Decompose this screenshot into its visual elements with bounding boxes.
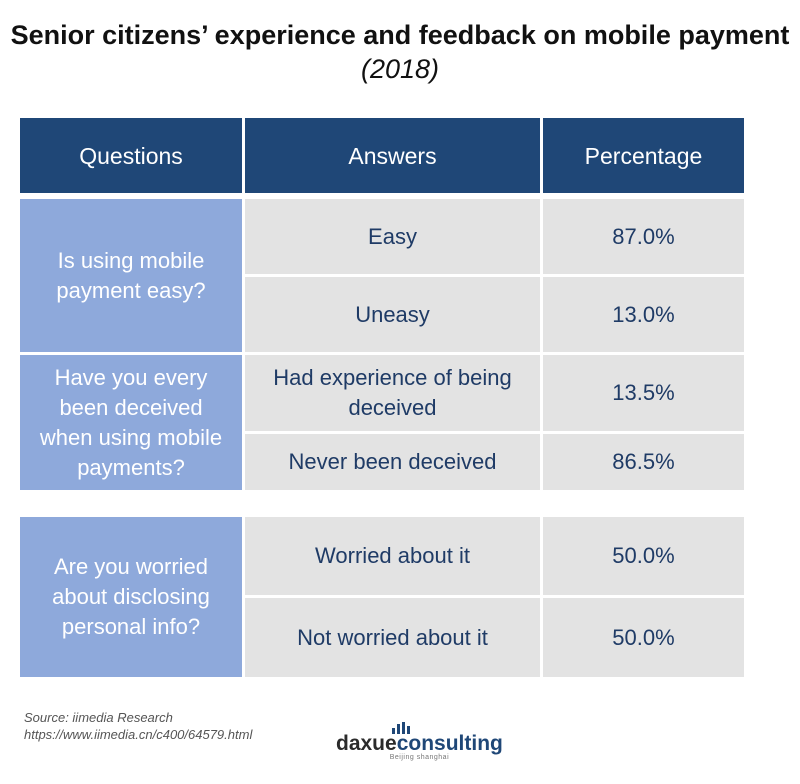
- question-cell: Is using mobile payment easy?: [20, 199, 242, 352]
- logo-tagline: Beijing shanghai: [389, 754, 450, 761]
- header-answers: Answers: [245, 118, 540, 193]
- percentage-cell: 13.5%: [543, 355, 744, 431]
- page-title: Senior citizens’ experience and feedback…: [0, 18, 800, 86]
- answer-cell: Not worried about it: [245, 598, 540, 677]
- question-cell: Have you every been deceived when using …: [20, 355, 242, 490]
- header-percentage: Percentage: [543, 118, 744, 193]
- percentage-cell: 13.0%: [543, 277, 744, 352]
- survey-table: Questions Answers Percentage Is using mo…: [20, 118, 744, 677]
- daxue-consulting-logo: daxueconsulting Beijing shanghai: [336, 722, 503, 761]
- source-label: Source: iimedia Research: [24, 710, 173, 725]
- title-main: Senior citizens’ experience and feedback…: [10, 20, 790, 50]
- bar-chart-icon: [392, 722, 410, 734]
- source-note: Source: iimedia Research https://www.iim…: [24, 709, 252, 743]
- answer-cell: Had experience of being deceived: [245, 355, 540, 431]
- percentage-cell: 50.0%: [543, 598, 744, 677]
- answer-cell: Easy: [245, 199, 540, 274]
- percentage-cell: 87.0%: [543, 199, 744, 274]
- header-questions: Questions: [20, 118, 242, 193]
- logo-wordmark: daxueconsulting: [336, 732, 503, 756]
- logo-part2: consulting: [396, 732, 503, 755]
- answer-cell: Uneasy: [245, 277, 540, 352]
- source-url: https://www.iimedia.cn/c400/64579.html: [24, 727, 253, 742]
- question-cell: Are you worried about disclosing persona…: [20, 517, 242, 677]
- answer-cell: Worried about it: [245, 517, 540, 595]
- percentage-cell: 50.0%: [543, 517, 744, 595]
- title-year: (2018): [360, 54, 440, 84]
- answer-cell: Never been deceived: [245, 434, 540, 490]
- percentage-cell: 86.5%: [543, 434, 744, 490]
- logo-part1: daxue: [336, 732, 397, 755]
